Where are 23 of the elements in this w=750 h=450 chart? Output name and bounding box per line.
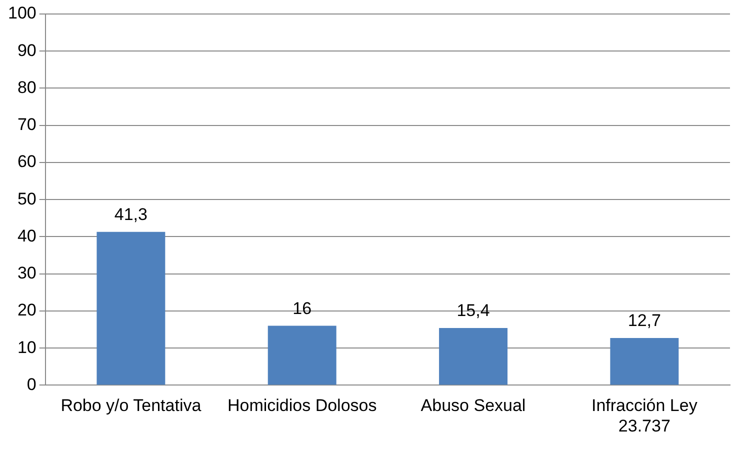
data-label: 12,7 bbox=[628, 311, 661, 330]
bar bbox=[96, 232, 166, 385]
x-tick-label: Robo y/o Tentativa bbox=[60, 396, 202, 416]
x-tick-label: Homicidios Dolosos bbox=[227, 396, 377, 416]
bar bbox=[439, 328, 508, 385]
y-tick-label: 10 bbox=[17, 338, 36, 357]
y-tick-label: 20 bbox=[17, 300, 36, 320]
y-tick-label: 70 bbox=[17, 115, 36, 134]
x-tick-label: Abuso Sexual bbox=[420, 396, 526, 416]
y-tick-label: 90 bbox=[17, 40, 36, 60]
y-tick-label: 100 bbox=[8, 4, 36, 23]
bar bbox=[268, 326, 336, 385]
x-tick-label: Infracción Ley 23.737 bbox=[592, 396, 698, 436]
bar bbox=[610, 338, 679, 385]
y-tick-label: 30 bbox=[17, 264, 36, 283]
y-tick-label: 0 bbox=[26, 374, 36, 394]
y-tick-label: 60 bbox=[17, 152, 36, 172]
y-tick-label: 50 bbox=[17, 189, 36, 208]
y-tick-label: 40 bbox=[17, 226, 36, 246]
data-label: 15,4 bbox=[456, 301, 490, 320]
data-label: 41,3 bbox=[114, 205, 148, 224]
data-label: 16 bbox=[292, 298, 312, 318]
y-tick-label: 80 bbox=[17, 78, 36, 97]
